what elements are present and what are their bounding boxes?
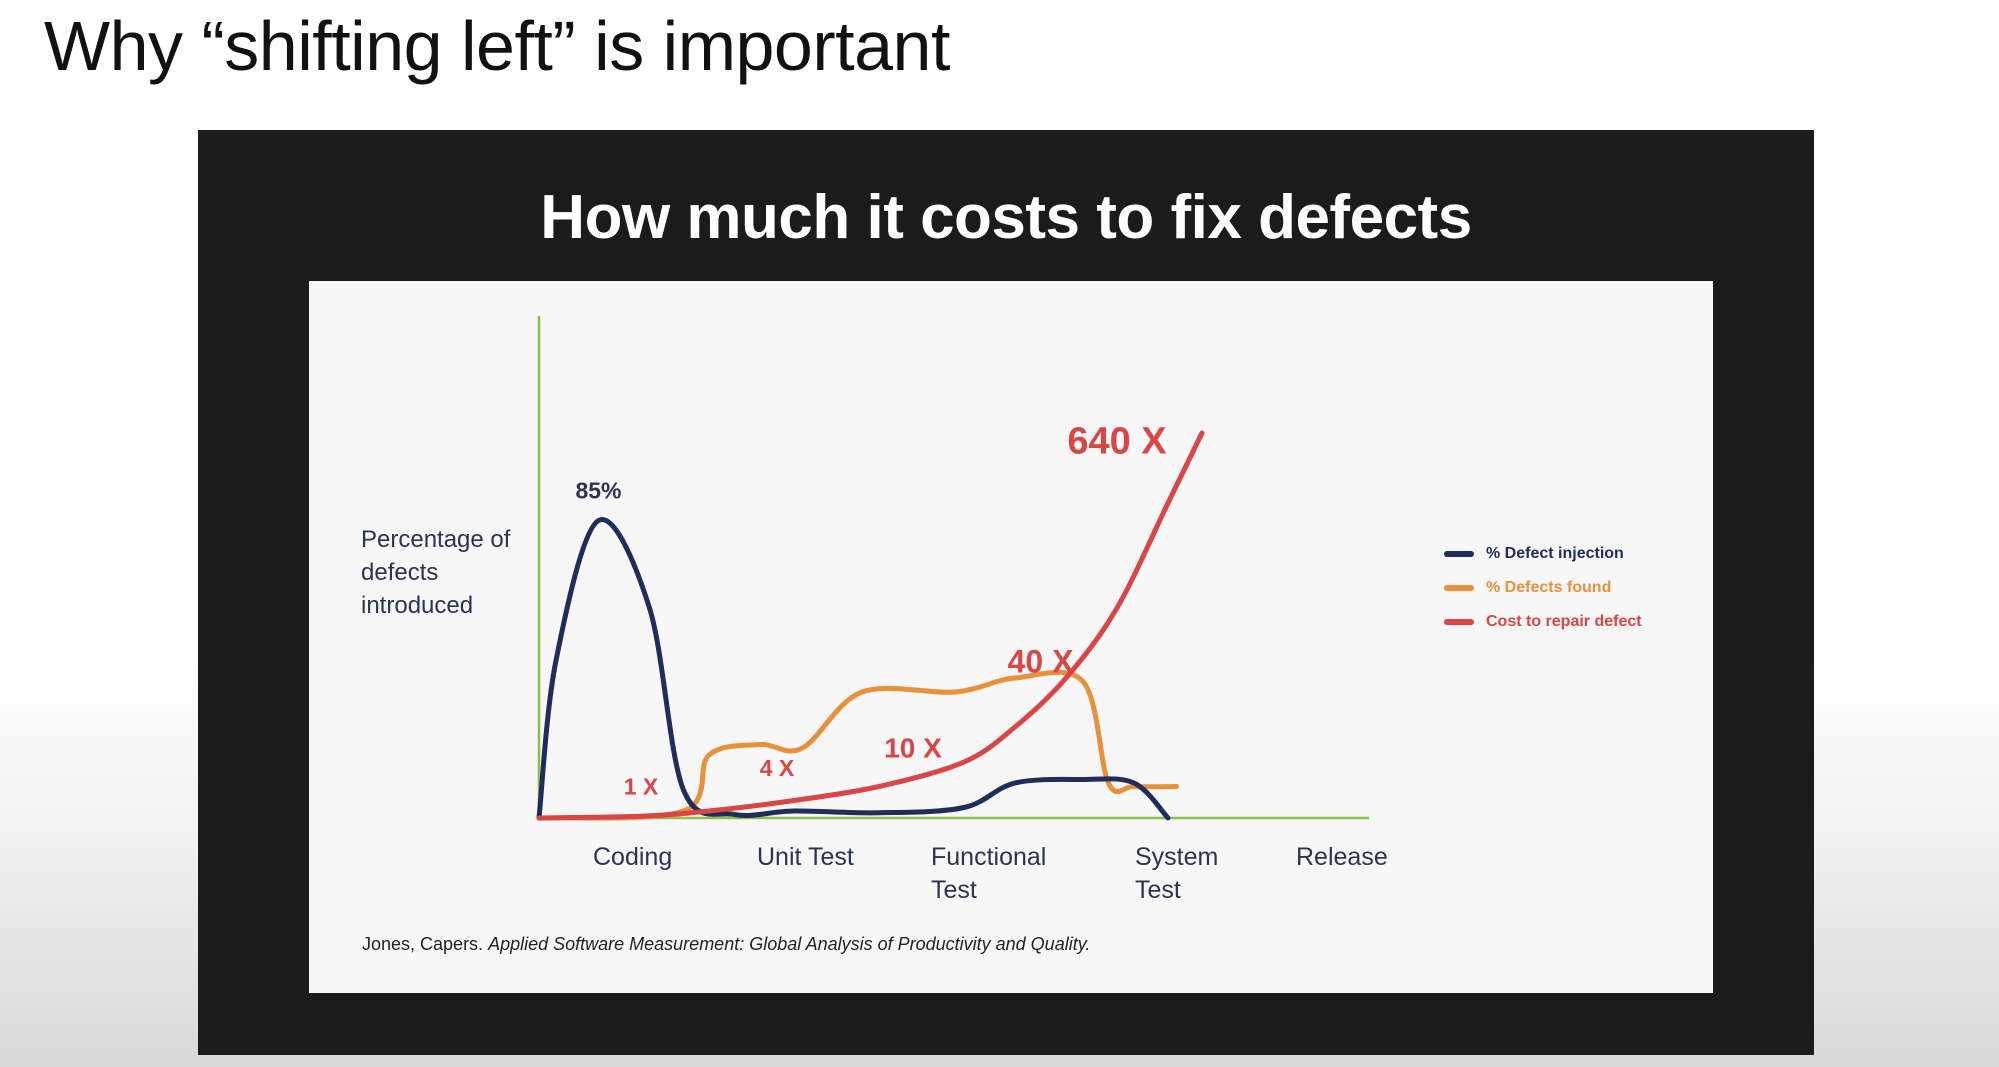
annotation-label: 10 X: [884, 733, 942, 764]
legend-swatch: [1444, 585, 1474, 591]
cost-of-defects-chart: 85% 1 X 4 X 10 X 40 X 640 X: [536, 316, 1369, 821]
defects-found-line: [536, 669, 1179, 821]
slide-title: Why “shifting left” is important: [44, 7, 950, 85]
defect-injection-line: [536, 517, 1171, 821]
legend-item-defects-found: % Defects found: [1444, 571, 1642, 605]
x-tick-system-test: System Test: [1135, 843, 1219, 904]
cost-to-repair-line: [536, 430, 1205, 821]
annotation-label: 640 X: [1067, 421, 1167, 463]
legend-label: Cost to repair defect: [1486, 613, 1642, 630]
annotation-label: 85%: [575, 478, 621, 504]
slide-figure-frame: How much it costs to fix defects 85% 1 X 4…: [198, 130, 1814, 1055]
legend-swatch: [1444, 619, 1474, 625]
x-tick-unit-test: Unit Test: [757, 843, 854, 871]
annotation-label: 40 X: [1008, 644, 1074, 680]
legend-item-defect-injection: % Defect injection: [1444, 537, 1642, 571]
x-tick-release: Release: [1296, 843, 1388, 871]
x-tick-coding: Coding: [593, 843, 673, 871]
annotation-label: 4 X: [760, 755, 795, 781]
chart-panel: 85% 1 X 4 X 10 X 40 X 640 X Percentage of def…: [309, 281, 1713, 993]
x-tick-functional-test: Functional Test: [931, 843, 1047, 904]
legend-item-cost-to-repair: Cost to repair defect: [1444, 605, 1642, 639]
citation-work: Applied Software Measurement: Global Ana…: [488, 934, 1091, 954]
legend-label: % Defects found: [1486, 579, 1612, 596]
annotation-label: 1 X: [624, 773, 659, 799]
citation-author: Jones, Capers.: [362, 934, 484, 954]
citation: Jones, Capers. Applied Software Measurem…: [362, 934, 1090, 955]
legend-swatch: [1444, 551, 1474, 557]
y-axis-label: Percentage of defects introduced: [361, 526, 511, 619]
legend: % Defect injection % Defects found Cost …: [1444, 537, 1642, 639]
panel-title: How much it costs to fix defects: [540, 183, 1472, 252]
legend-label: % Defect injection: [1486, 545, 1624, 562]
